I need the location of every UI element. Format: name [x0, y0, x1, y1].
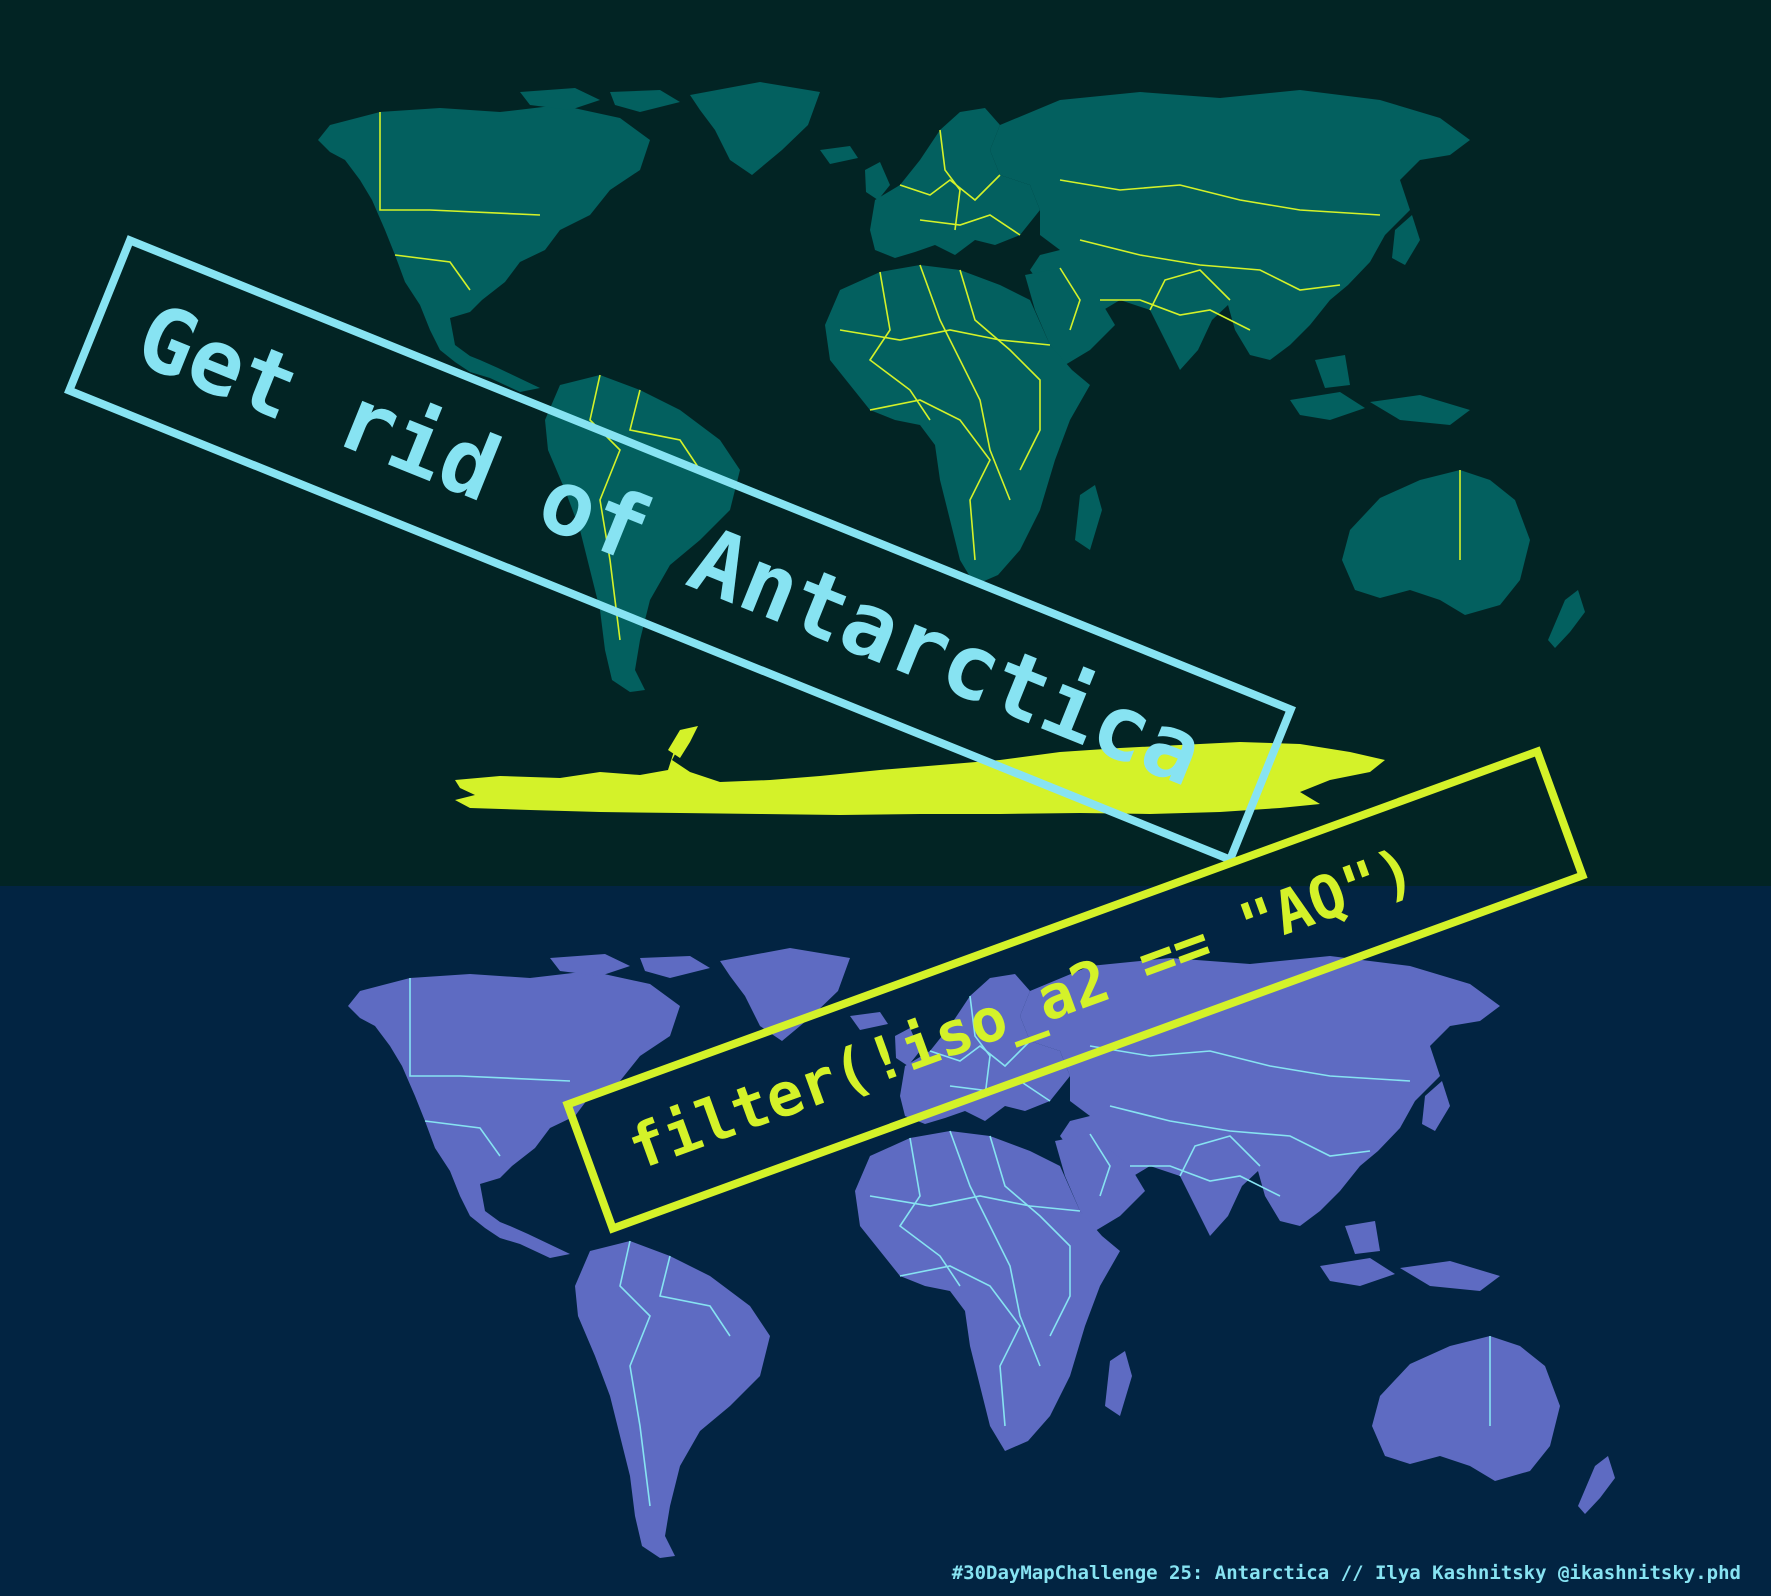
antarctica-landmass: [455, 735, 1385, 815]
credit-caption: #30DayMapChallenge 25: Antarctica // Ily…: [951, 1562, 1741, 1584]
top-map-panel: [0, 0, 1771, 886]
top-world-map: [318, 82, 1585, 815]
